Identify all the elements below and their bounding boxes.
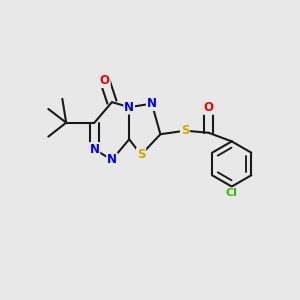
Text: N: N: [124, 101, 134, 114]
Text: N: N: [107, 153, 117, 166]
Text: Cl: Cl: [226, 188, 238, 198]
Text: S: S: [137, 148, 145, 161]
Text: N: N: [89, 143, 99, 156]
Text: N: N: [147, 97, 157, 110]
Text: O: O: [204, 101, 214, 114]
Text: O: O: [100, 74, 110, 87]
Text: S: S: [181, 124, 189, 137]
